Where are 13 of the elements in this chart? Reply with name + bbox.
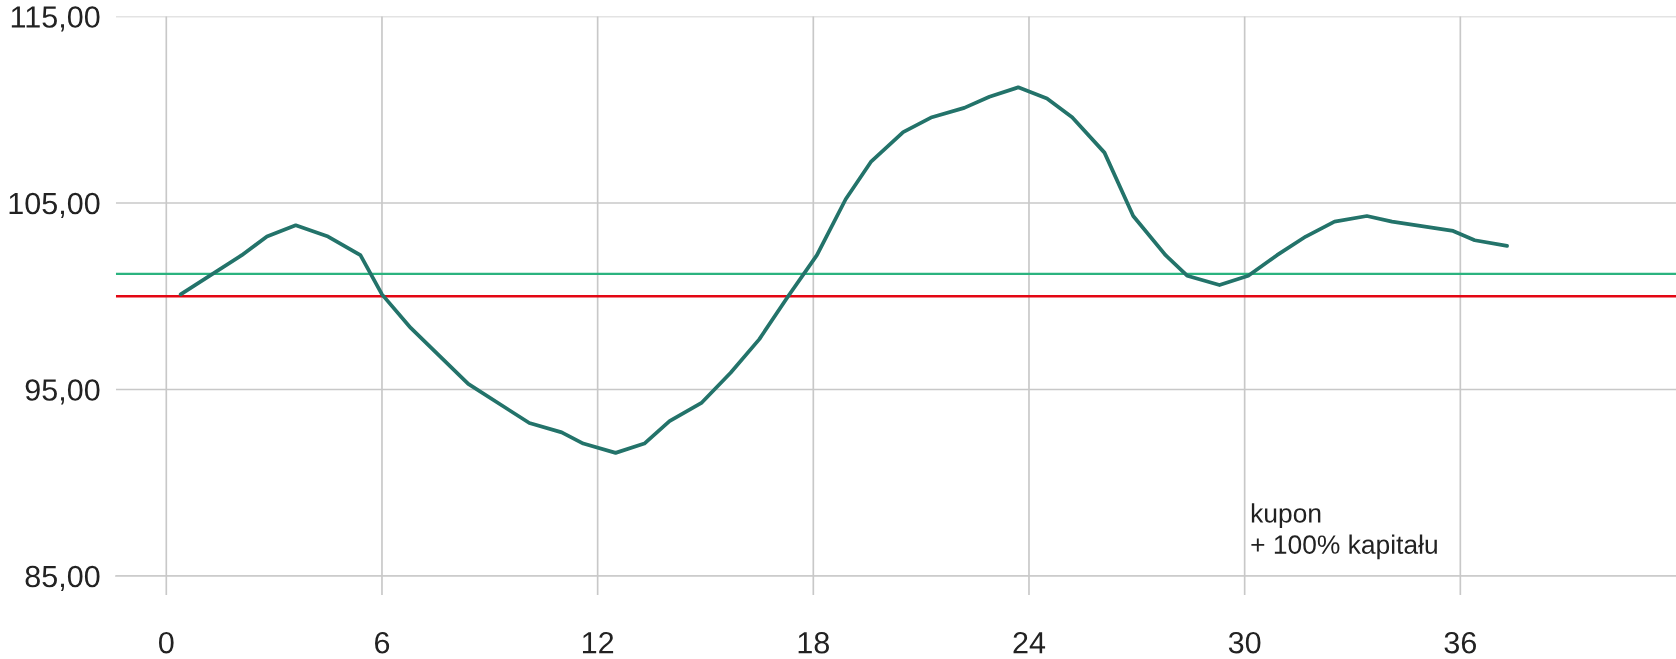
x-tick-label: 36 xyxy=(1444,631,1476,654)
y-tick-label: 95,00 xyxy=(25,379,100,405)
annotation: kupon + 100% kapitału xyxy=(1251,503,1437,560)
x-tick-label: 0 xyxy=(159,631,174,654)
x-tick-label: 24 xyxy=(1013,631,1046,654)
y-tick-label: 105,00 xyxy=(9,192,100,218)
y-tick-label: 85,00 xyxy=(25,565,100,591)
line-series xyxy=(178,85,1509,455)
x-tick-label: 12 xyxy=(582,631,614,654)
x-tick-label: 30 xyxy=(1228,631,1261,654)
x-tick-label: 18 xyxy=(798,631,829,654)
y-tick-label: 115,00 xyxy=(11,6,100,32)
x-tick-label: 6 xyxy=(375,631,390,654)
